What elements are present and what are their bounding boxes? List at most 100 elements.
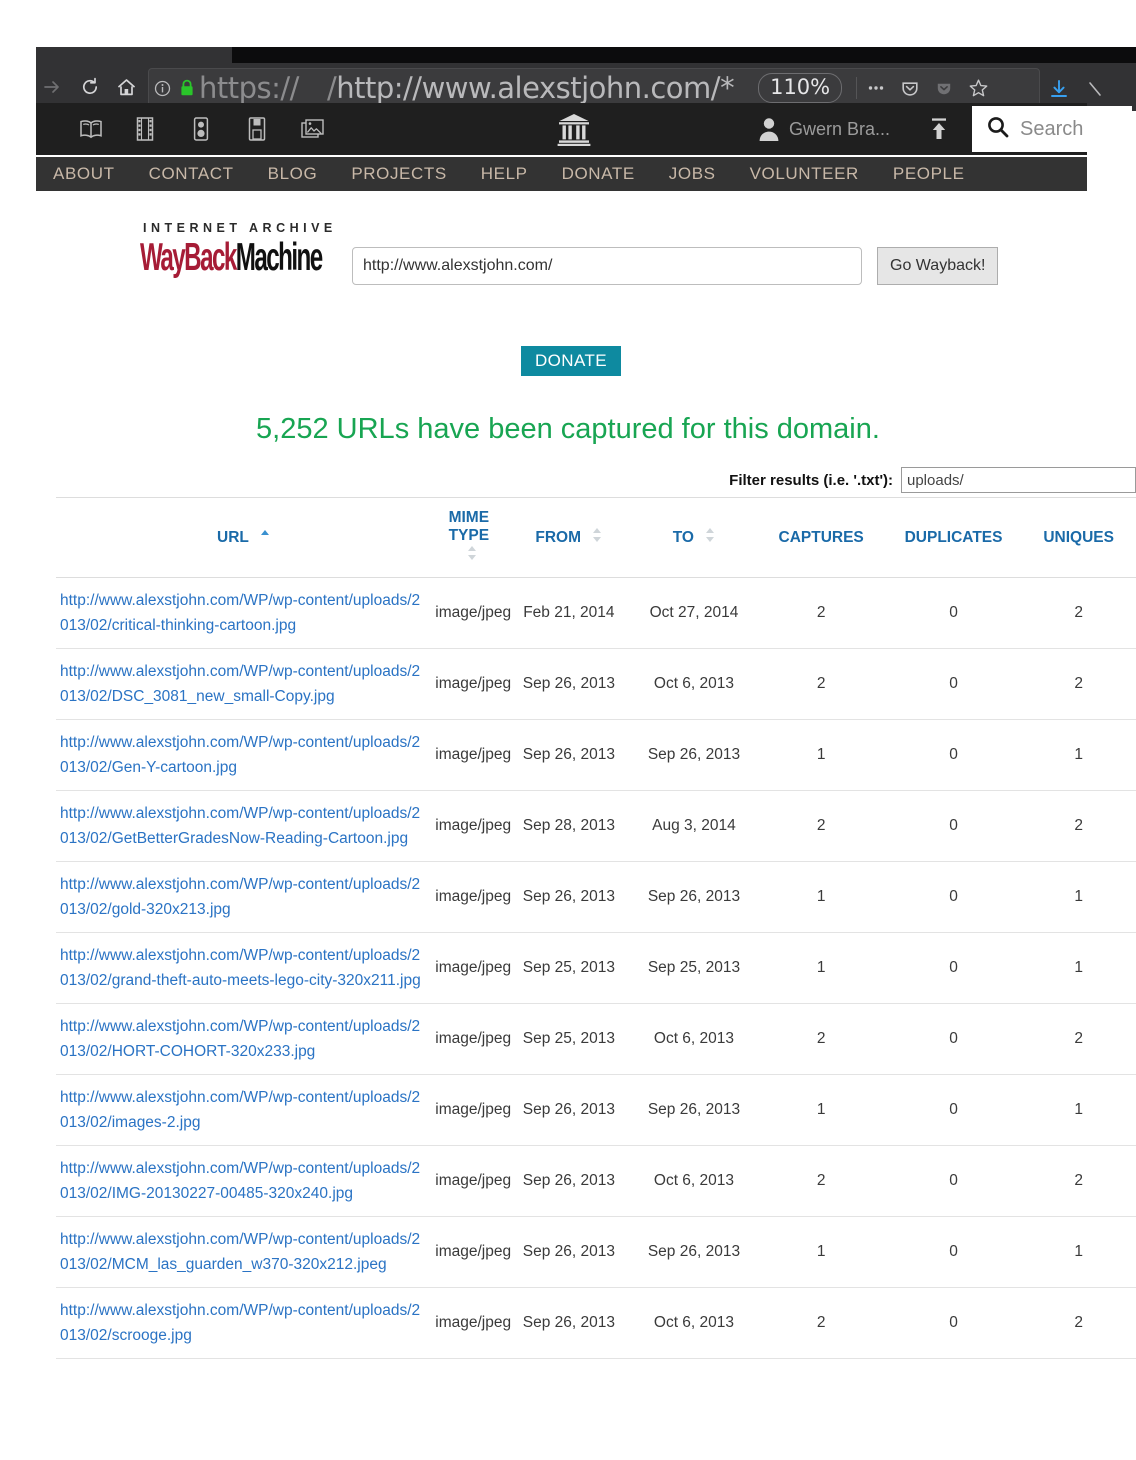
cell-duplicates: 0	[885, 790, 1022, 862]
url-link[interactable]: http://www.alexstjohn.com/WP/wp-content/…	[60, 1231, 421, 1273]
wayback-machine-logo[interactable]: INTERNET ARCHIVE WayBackMachine	[140, 221, 340, 278]
column-label-mime-type: MIME TYPE	[448, 509, 490, 544]
table-row: http://www.alexstjohn.com/WP/wp-content/…	[56, 861, 1136, 933]
page-content: INTERNET ARCHIVE WayBackMachine http://w…	[0, 191, 1136, 1460]
home-icon[interactable]	[110, 71, 142, 103]
cell-url: http://www.alexstjohn.com/WP/wp-content/…	[56, 577, 432, 649]
column-header-captures[interactable]: CAPTURES	[756, 497, 886, 578]
cell-captures: 1	[756, 1216, 886, 1288]
avatar	[758, 116, 780, 142]
nav-item-people[interactable]: PEOPLE	[892, 164, 965, 183]
url-link[interactable]: http://www.alexstjohn.com/WP/wp-content/…	[60, 663, 421, 705]
cell-to: Oct 6, 2013	[631, 1003, 757, 1075]
logo-wayback-machine-text: WayBackMachine	[140, 238, 323, 278]
table-row: http://www.alexstjohn.com/WP/wp-content/…	[56, 577, 1136, 649]
table-row: http://www.alexstjohn.com/WP/wp-content/…	[56, 719, 1136, 791]
url-link[interactable]: http://www.alexstjohn.com/WP/wp-content/…	[60, 947, 421, 989]
cell-uniques: 1	[1021, 719, 1136, 791]
filter-input[interactable]: uploads/	[901, 467, 1136, 493]
nav-item-help[interactable]: HELP	[480, 164, 528, 183]
star-icon[interactable]	[963, 73, 993, 103]
cell-duplicates: 0	[885, 932, 1022, 1004]
cell-captures: 2	[756, 577, 886, 649]
texts-icon[interactable]	[76, 115, 106, 143]
zoom-level-badge[interactable]: 110%	[758, 73, 843, 103]
cell-uniques: 1	[1021, 1216, 1136, 1288]
upload-icon[interactable]	[924, 114, 954, 144]
column-header-from[interactable]: FROM	[506, 497, 632, 578]
cell-url: http://www.alexstjohn.com/WP/wp-content/…	[56, 1003, 432, 1075]
column-header-url[interactable]: URL	[56, 497, 432, 578]
url-link[interactable]: http://www.alexstjohn.com/WP/wp-content/…	[60, 805, 421, 847]
ellipsis-icon[interactable]	[861, 73, 891, 103]
user-account-menu[interactable]: Gwern Bra...	[758, 113, 890, 145]
donate-button[interactable]: DONATE	[521, 346, 621, 376]
internet-archive-toolbar: Gwern Bra... Search	[36, 103, 1132, 155]
url-link[interactable]: http://www.alexstjohn.com/WP/wp-content/…	[60, 592, 421, 634]
cell-captures: 2	[756, 1287, 886, 1359]
cell-captures: 2	[756, 790, 886, 862]
url-link[interactable]: http://www.alexstjohn.com/WP/wp-content/…	[60, 1089, 421, 1131]
close-x-icon[interactable]	[1082, 76, 1108, 102]
software-icon[interactable]	[242, 115, 272, 143]
cell-mime-type: image/jpeg	[431, 932, 511, 1004]
wayback-url-input[interactable]: http://www.alexstjohn.com/	[352, 247, 862, 285]
nav-item-jobs[interactable]: JOBS	[668, 164, 716, 183]
column-label-uniques: UNIQUES	[1043, 528, 1114, 546]
page-title: 5,252 URLs have been captured for this d…	[256, 413, 880, 445]
cell-captures: 1	[756, 1074, 886, 1146]
info-circle-icon[interactable]	[149, 80, 175, 97]
images-icon[interactable]	[298, 115, 328, 143]
nav-item-blog[interactable]: BLOG	[267, 164, 318, 183]
cell-from: Sep 28, 2013	[506, 790, 632, 862]
sort-both-icon	[592, 527, 602, 548]
pocket-chevron-icon[interactable]	[929, 73, 959, 103]
column-header-mime-type[interactable]: MIME TYPE	[431, 497, 507, 578]
nav-item-contact[interactable]: CONTACT	[148, 164, 234, 183]
url-link[interactable]: http://www.alexstjohn.com/WP/wp-content/…	[60, 1160, 421, 1202]
forward-arrow-icon[interactable]	[36, 71, 68, 103]
download-arrow-icon[interactable]	[1046, 76, 1072, 102]
cell-captures: 2	[756, 648, 886, 720]
address-bar[interactable]: https:// /http://www.alexstjohn.com/* 11…	[148, 68, 1040, 108]
column-header-to[interactable]: TO	[631, 497, 757, 578]
cell-url: http://www.alexstjohn.com/WP/wp-content/…	[56, 861, 432, 933]
audio-icon[interactable]	[186, 115, 216, 143]
cell-mime-type: image/jpeg	[431, 790, 511, 862]
cell-from: Sep 25, 2013	[506, 1003, 632, 1075]
nav-item-volunteer[interactable]: VOLUNTEER	[749, 164, 859, 183]
nav-item-projects[interactable]: PROJECTS	[351, 164, 447, 183]
padlock-icon[interactable]	[175, 79, 199, 97]
table-row: http://www.alexstjohn.com/WP/wp-content/…	[56, 1216, 1136, 1288]
cell-mime-type: image/jpeg	[431, 1145, 511, 1217]
captures-table: URL MIME TYPE FROM	[56, 497, 1136, 1359]
column-header-duplicates[interactable]: DUPLICATES	[885, 497, 1022, 578]
column-label-url: URL	[217, 528, 249, 546]
cell-mime-type: image/jpeg	[431, 577, 511, 649]
url-link[interactable]: http://www.alexstjohn.com/WP/wp-content/…	[60, 1018, 421, 1060]
cell-from: Sep 26, 2013	[506, 1145, 632, 1217]
cell-duplicates: 0	[885, 1287, 1022, 1359]
cell-mime-type: image/jpeg	[431, 861, 511, 933]
url-link[interactable]: http://www.alexstjohn.com/WP/wp-content/…	[60, 1302, 421, 1344]
table-header-row: URL MIME TYPE FROM	[56, 497, 1136, 578]
url-link[interactable]: http://www.alexstjohn.com/WP/wp-content/…	[60, 876, 421, 918]
go-wayback-button[interactable]: Go Wayback!	[877, 247, 999, 285]
video-icon[interactable]	[130, 115, 160, 143]
pocket-icon[interactable]	[895, 73, 925, 103]
internet-archive-columns-icon[interactable]	[552, 109, 596, 151]
cell-uniques: 1	[1021, 932, 1136, 1004]
reload-icon[interactable]	[74, 71, 106, 103]
ia-search-box[interactable]: Search	[972, 106, 1132, 152]
active-tab[interactable]	[36, 47, 232, 63]
nav-item-about[interactable]: ABOUT	[53, 164, 115, 183]
cell-url: http://www.alexstjohn.com/WP/wp-content/…	[56, 790, 432, 862]
column-header-uniques[interactable]: UNIQUES	[1021, 497, 1136, 578]
table-row: http://www.alexstjohn.com/WP/wp-content/…	[56, 1145, 1136, 1217]
cell-mime-type: image/jpeg	[431, 648, 511, 720]
sort-both-icon	[467, 545, 477, 566]
url-link[interactable]: http://www.alexstjohn.com/WP/wp-content/…	[60, 734, 421, 776]
nav-item-donate[interactable]: DONATE	[561, 164, 635, 183]
cell-to: Oct 6, 2013	[631, 1287, 757, 1359]
search-placeholder: Search	[1020, 117, 1084, 140]
